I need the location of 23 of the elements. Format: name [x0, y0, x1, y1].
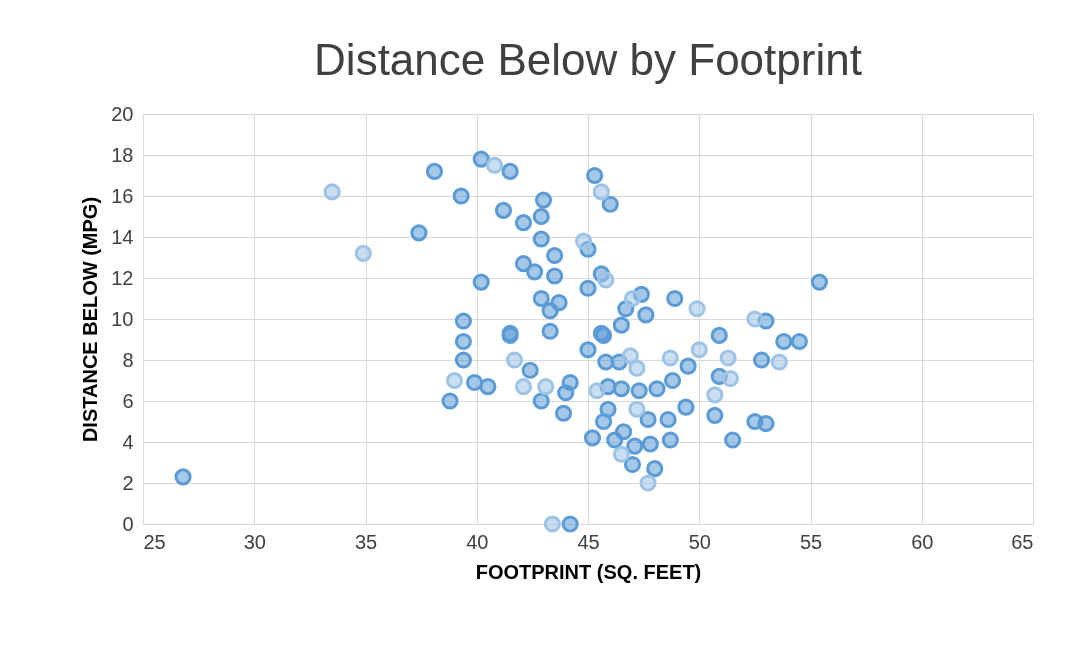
y-tick-label: 2 [122, 471, 134, 494]
x-tick-label: 65 [1011, 530, 1034, 553]
x-tick-label: 45 [577, 530, 600, 553]
chart-title: Distance Below by Footprint [314, 35, 862, 84]
y-axis-title: DISTANCE BELOW (MPG) [79, 196, 102, 443]
x-tick-label: 55 [799, 530, 823, 553]
x-tick-label: 25 [143, 530, 166, 553]
y-tick-label: 14 [111, 225, 134, 248]
x-tick-label: 40 [466, 530, 489, 553]
x-tick-label: 30 [243, 530, 266, 553]
x-tick-label: 35 [354, 530, 378, 553]
y-tick-label: 6 [122, 389, 134, 412]
x-tick-label: 60 [911, 530, 934, 553]
y-tick-label: 16 [111, 184, 134, 207]
y-tick-label: 20 [111, 102, 134, 125]
y-tick-label: 18 [111, 143, 134, 166]
y-tick-label: 8 [122, 348, 134, 371]
x-tick-label: 50 [688, 530, 711, 553]
y-tick-label: 10 [111, 307, 134, 330]
x-axis-title: FOOTPRINT (SQ. FEET) [475, 560, 702, 583]
y-tick-label: 0 [122, 512, 134, 535]
y-tick-label: 12 [111, 266, 134, 289]
y-tick-label: 4 [122, 430, 134, 453]
